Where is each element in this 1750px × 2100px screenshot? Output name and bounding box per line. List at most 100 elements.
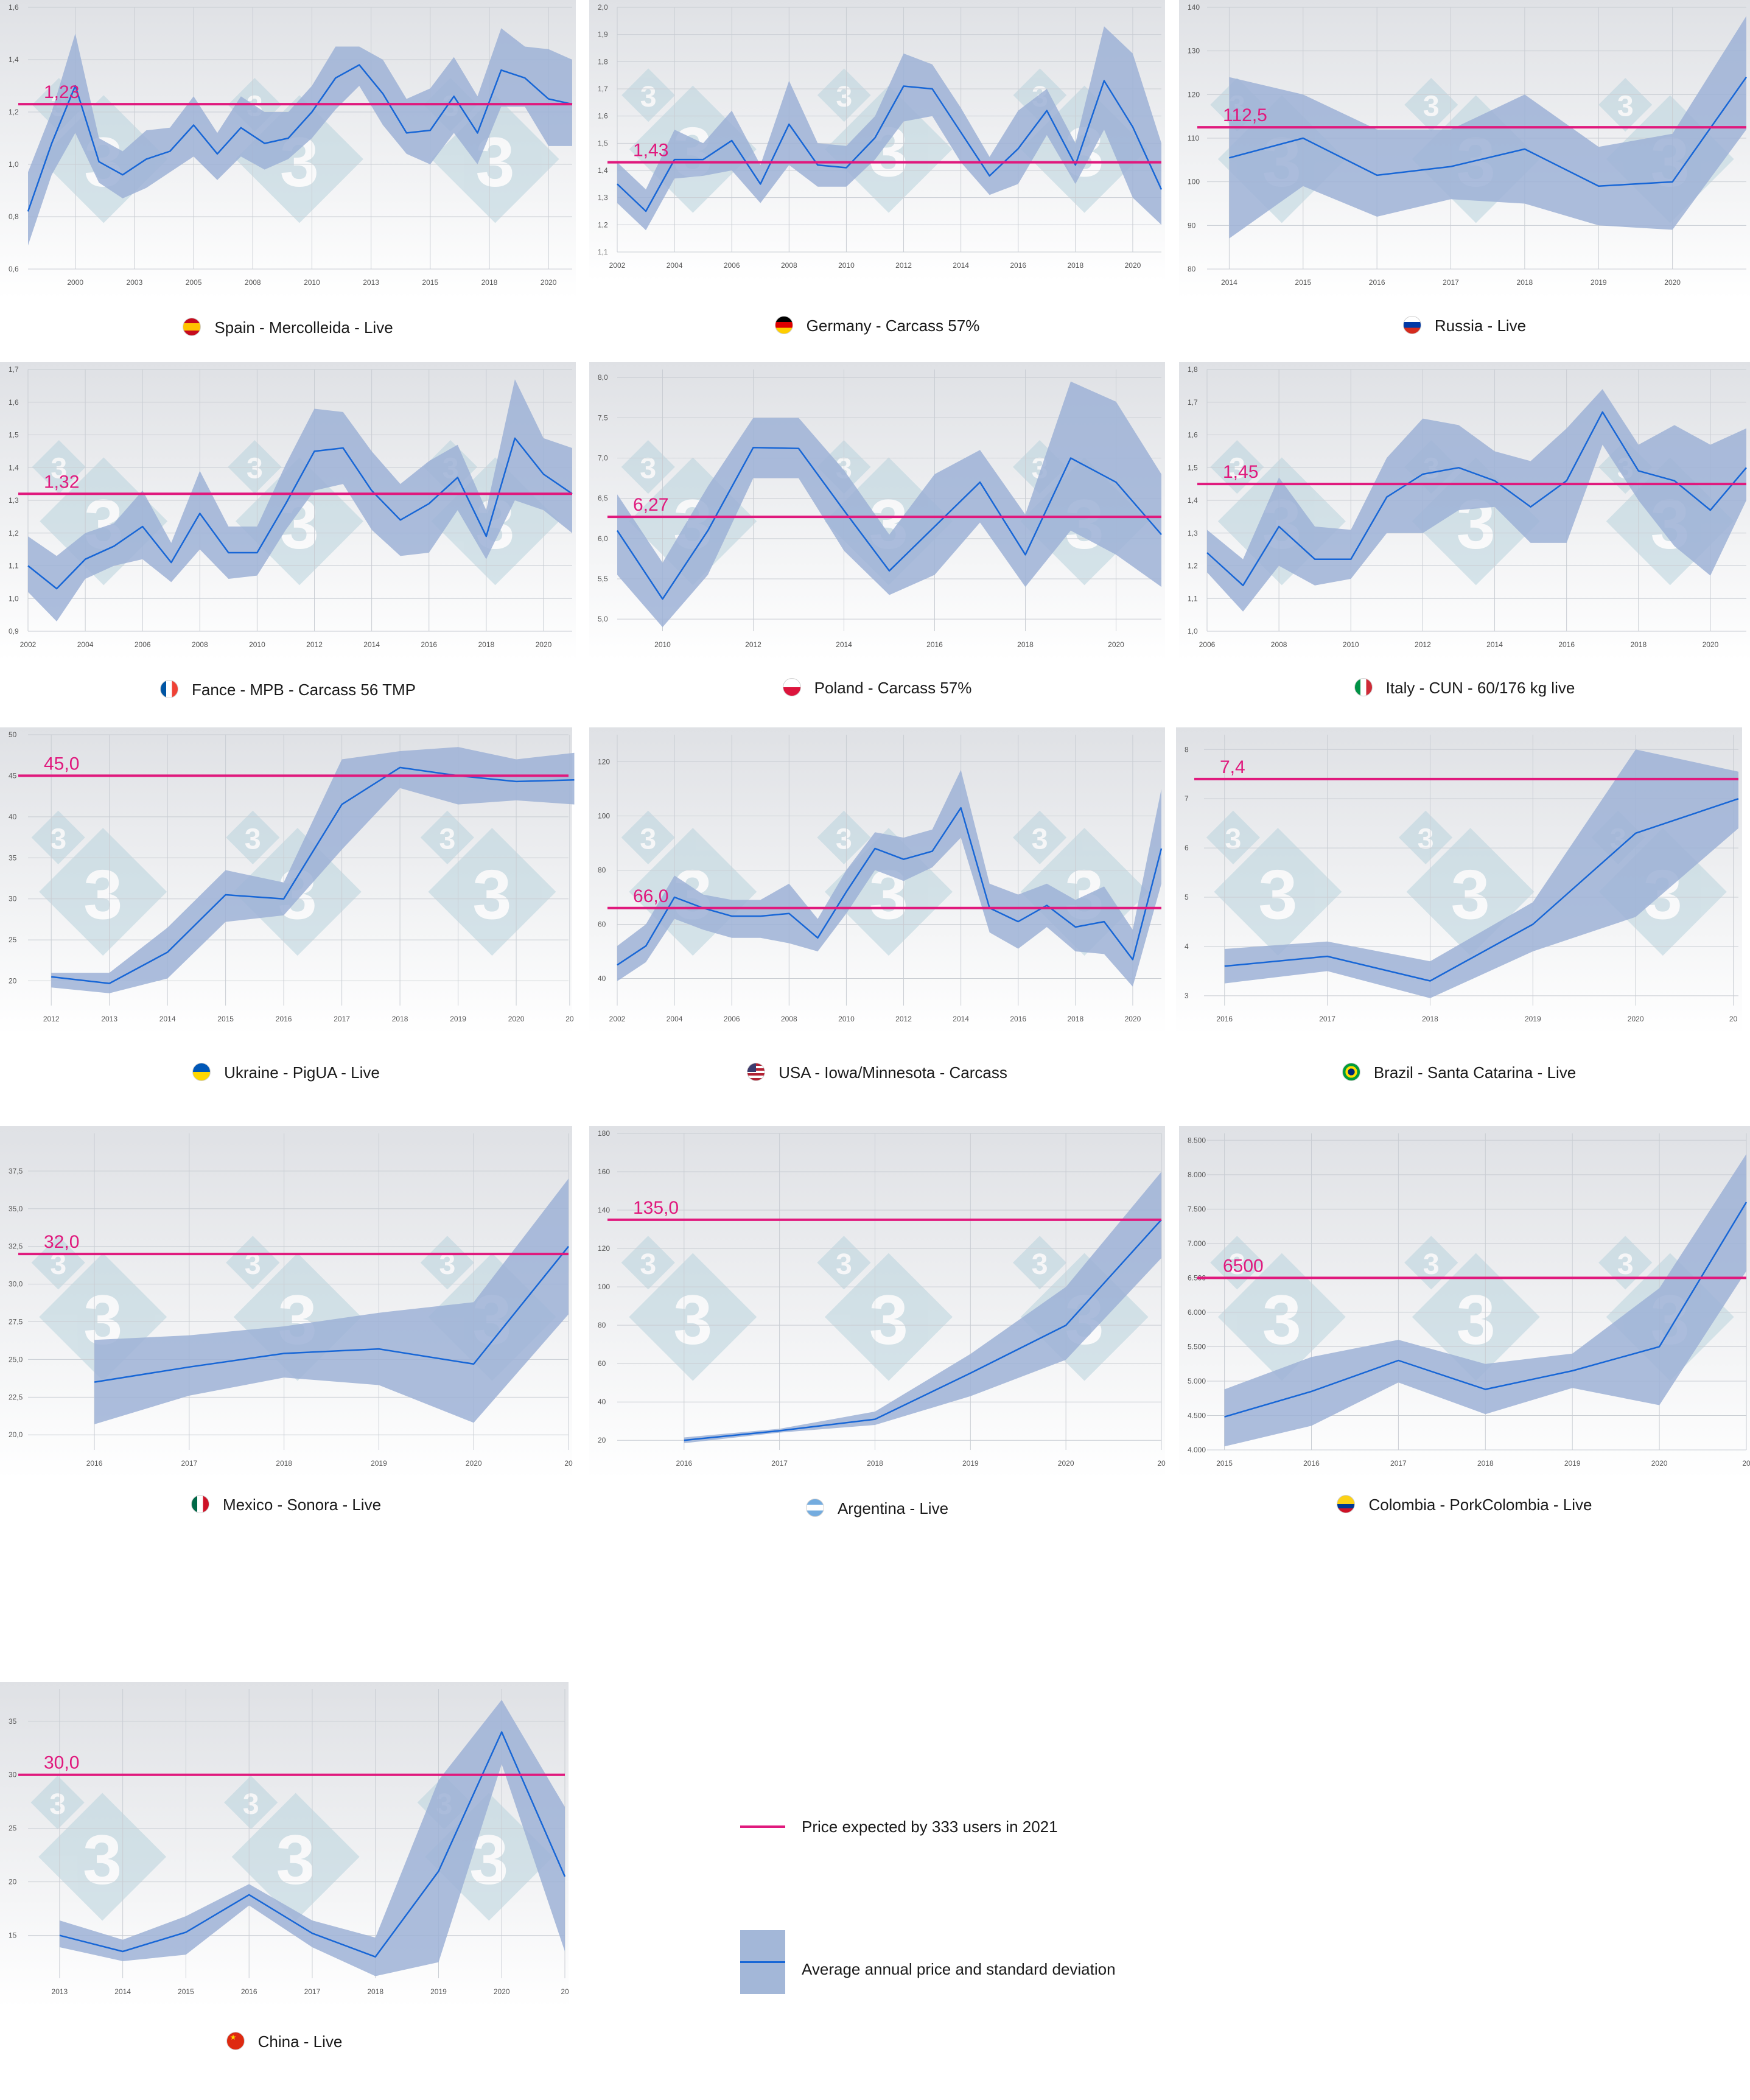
y-tick-label: 40 <box>9 813 17 821</box>
y-tick-label: 80 <box>598 1321 606 1329</box>
chart-svg: 3333331,11,21,31,41,51,61,71,81,92,02002… <box>589 0 1165 281</box>
chart-svg: 3333330,60,81,01,21,41,62000200320052008… <box>0 0 576 298</box>
x-tick-label: 2016 <box>86 1459 103 1468</box>
y-tick-label: 22,5 <box>9 1393 23 1401</box>
watermark-diamond <box>224 1776 278 1830</box>
x-tick-label: 2002 <box>609 1015 626 1023</box>
watermark-digit: 3 <box>83 855 122 934</box>
expected-price-label: 30,0 <box>44 1753 79 1773</box>
y-tick-label: 0,9 <box>9 627 19 635</box>
y-tick-label: 140 <box>598 1206 610 1214</box>
caption-text: Fance - MPB - Carcass 56 TMP <box>192 681 416 699</box>
x-tick-label: 2015 <box>422 278 438 287</box>
x-tick-label: 2020 <box>1058 1459 1074 1468</box>
watermark-digit: 3 <box>472 855 511 934</box>
watermark-digit: 3 <box>1258 855 1297 934</box>
x-tick-label: 2019 <box>1525 1015 1541 1023</box>
chart-svg: 3333331520253035201320142015201620172018… <box>0 1682 569 2007</box>
x-tick-label: 2012 <box>895 261 912 270</box>
spain-flag-icon <box>183 318 201 337</box>
expected-price-label: 1,32 <box>44 472 79 492</box>
y-tick-label: 30 <box>9 895 17 903</box>
watermark-diamond <box>1412 1253 1540 1381</box>
y-tick-label: 35,0 <box>9 1205 23 1213</box>
watermark-digit: 3 <box>1262 1281 1301 1359</box>
chart-panel-colombia: 3333334.0004.5005.0005.5006.0006.5007.00… <box>1179 1126 1750 1528</box>
caption-text: Italy - CUN - 60/176 kg live <box>1385 679 1575 697</box>
std-deviation-band <box>684 1172 1161 1443</box>
y-tick-label: 2,0 <box>598 3 608 12</box>
watermark-digit: 3 <box>243 1788 259 1821</box>
x-tick-label: 2006 <box>724 1015 740 1023</box>
x-tick-label: 2014 <box>159 1015 176 1023</box>
x-tick-label: 2015 <box>178 1987 194 1996</box>
france-flag-icon <box>160 680 179 699</box>
y-tick-label: 5.500 <box>1188 1342 1206 1351</box>
watermark-digit: 3 <box>1418 822 1434 855</box>
y-tick-label: 5 <box>1185 893 1189 901</box>
y-tick-label: 80 <box>598 866 606 875</box>
y-tick-label: 25,0 <box>9 1355 23 1363</box>
x-tick-label: 20 <box>1729 1015 1738 1023</box>
watermark-diamond <box>226 1236 280 1290</box>
y-tick-label: 180 <box>598 1129 610 1138</box>
y-tick-label: 1,1 <box>1188 594 1198 603</box>
x-tick-label: 2014 <box>1221 278 1237 287</box>
y-tick-label: 1,6 <box>9 3 19 12</box>
y-tick-label: 1,3 <box>598 194 608 202</box>
x-tick-label: 20 <box>1157 1459 1166 1468</box>
chart-svg: 3333334.0004.5005.0005.5006.0006.5007.00… <box>1179 1126 1750 1479</box>
watermark-digit: 3 <box>869 1281 908 1359</box>
x-tick-label: 2018 <box>478 640 494 649</box>
x-tick-label: 2014 <box>953 261 969 270</box>
watermark-digit: 3 <box>640 452 656 485</box>
x-tick-label: 2016 <box>1303 1459 1320 1468</box>
germany-flag-icon <box>774 316 793 335</box>
chart-caption: Mexico - Sonora - Live <box>0 1489 572 1520</box>
y-tick-label: 1,5 <box>598 139 608 147</box>
y-tick-label: 1,1 <box>598 248 608 256</box>
chart-svg: 3333338090100110120130140201420152016201… <box>1179 0 1750 298</box>
caption-text: Germany - Carcass 57% <box>806 317 980 335</box>
x-tick-label: 2016 <box>1010 1015 1026 1023</box>
std-deviation-band <box>51 747 575 993</box>
x-tick-label: 2002 <box>20 640 37 649</box>
watermark-diamond <box>420 1236 474 1290</box>
mexico-flag-icon <box>191 1495 209 1514</box>
watermark-digit: 3 <box>276 1821 315 1899</box>
std-deviation-band <box>617 26 1161 231</box>
x-tick-label: 2018 <box>367 1987 383 1996</box>
y-tick-label: 140 <box>1188 3 1200 12</box>
y-tick-label: 1,6 <box>9 398 19 407</box>
chart-panel-france: 3333330,91,01,11,21,31,41,51,61,72002200… <box>0 362 576 703</box>
x-tick-label: 2013 <box>363 278 379 287</box>
watermark-digit: 3 <box>1423 90 1440 123</box>
chart-panel-spain: 3333330,60,81,01,21,41,62000200320052008… <box>0 0 576 337</box>
argentina-flag-icon <box>805 1499 824 1517</box>
x-tick-label: 2004 <box>667 261 683 270</box>
y-tick-label: 1,2 <box>598 220 608 229</box>
y-tick-label: 1,2 <box>9 529 19 537</box>
y-tick-label: 160 <box>598 1167 610 1176</box>
caption-text: China - Live <box>257 2032 343 2051</box>
y-tick-label: 20 <box>9 977 17 985</box>
x-tick-label: 2017 <box>1443 278 1459 287</box>
watermark-diamond <box>817 810 871 864</box>
average-price-line <box>51 766 575 984</box>
x-tick-label: 2002 <box>609 261 626 270</box>
x-tick-label: 2016 <box>1216 1015 1233 1023</box>
x-tick-label: 2006 <box>724 261 740 270</box>
colombia-flag-icon <box>1337 1495 1356 1514</box>
y-tick-label: 1,6 <box>598 112 608 121</box>
watermark-digit: 3 <box>1229 1248 1245 1281</box>
chart-caption: Ukraine - PigUA - Live <box>0 1057 572 1088</box>
x-tick-label: 2016 <box>421 640 437 649</box>
y-tick-label: 3 <box>1185 992 1189 1000</box>
y-tick-label: 25 <box>9 1824 17 1833</box>
y-tick-label: 15 <box>9 1931 17 1940</box>
y-tick-label: 20,0 <box>9 1430 23 1439</box>
y-tick-label: 90 <box>1188 221 1196 229</box>
x-tick-label: 2013 <box>101 1015 117 1023</box>
x-tick-label: 2017 <box>1390 1459 1407 1468</box>
x-tick-label: 20 <box>561 1987 569 1996</box>
